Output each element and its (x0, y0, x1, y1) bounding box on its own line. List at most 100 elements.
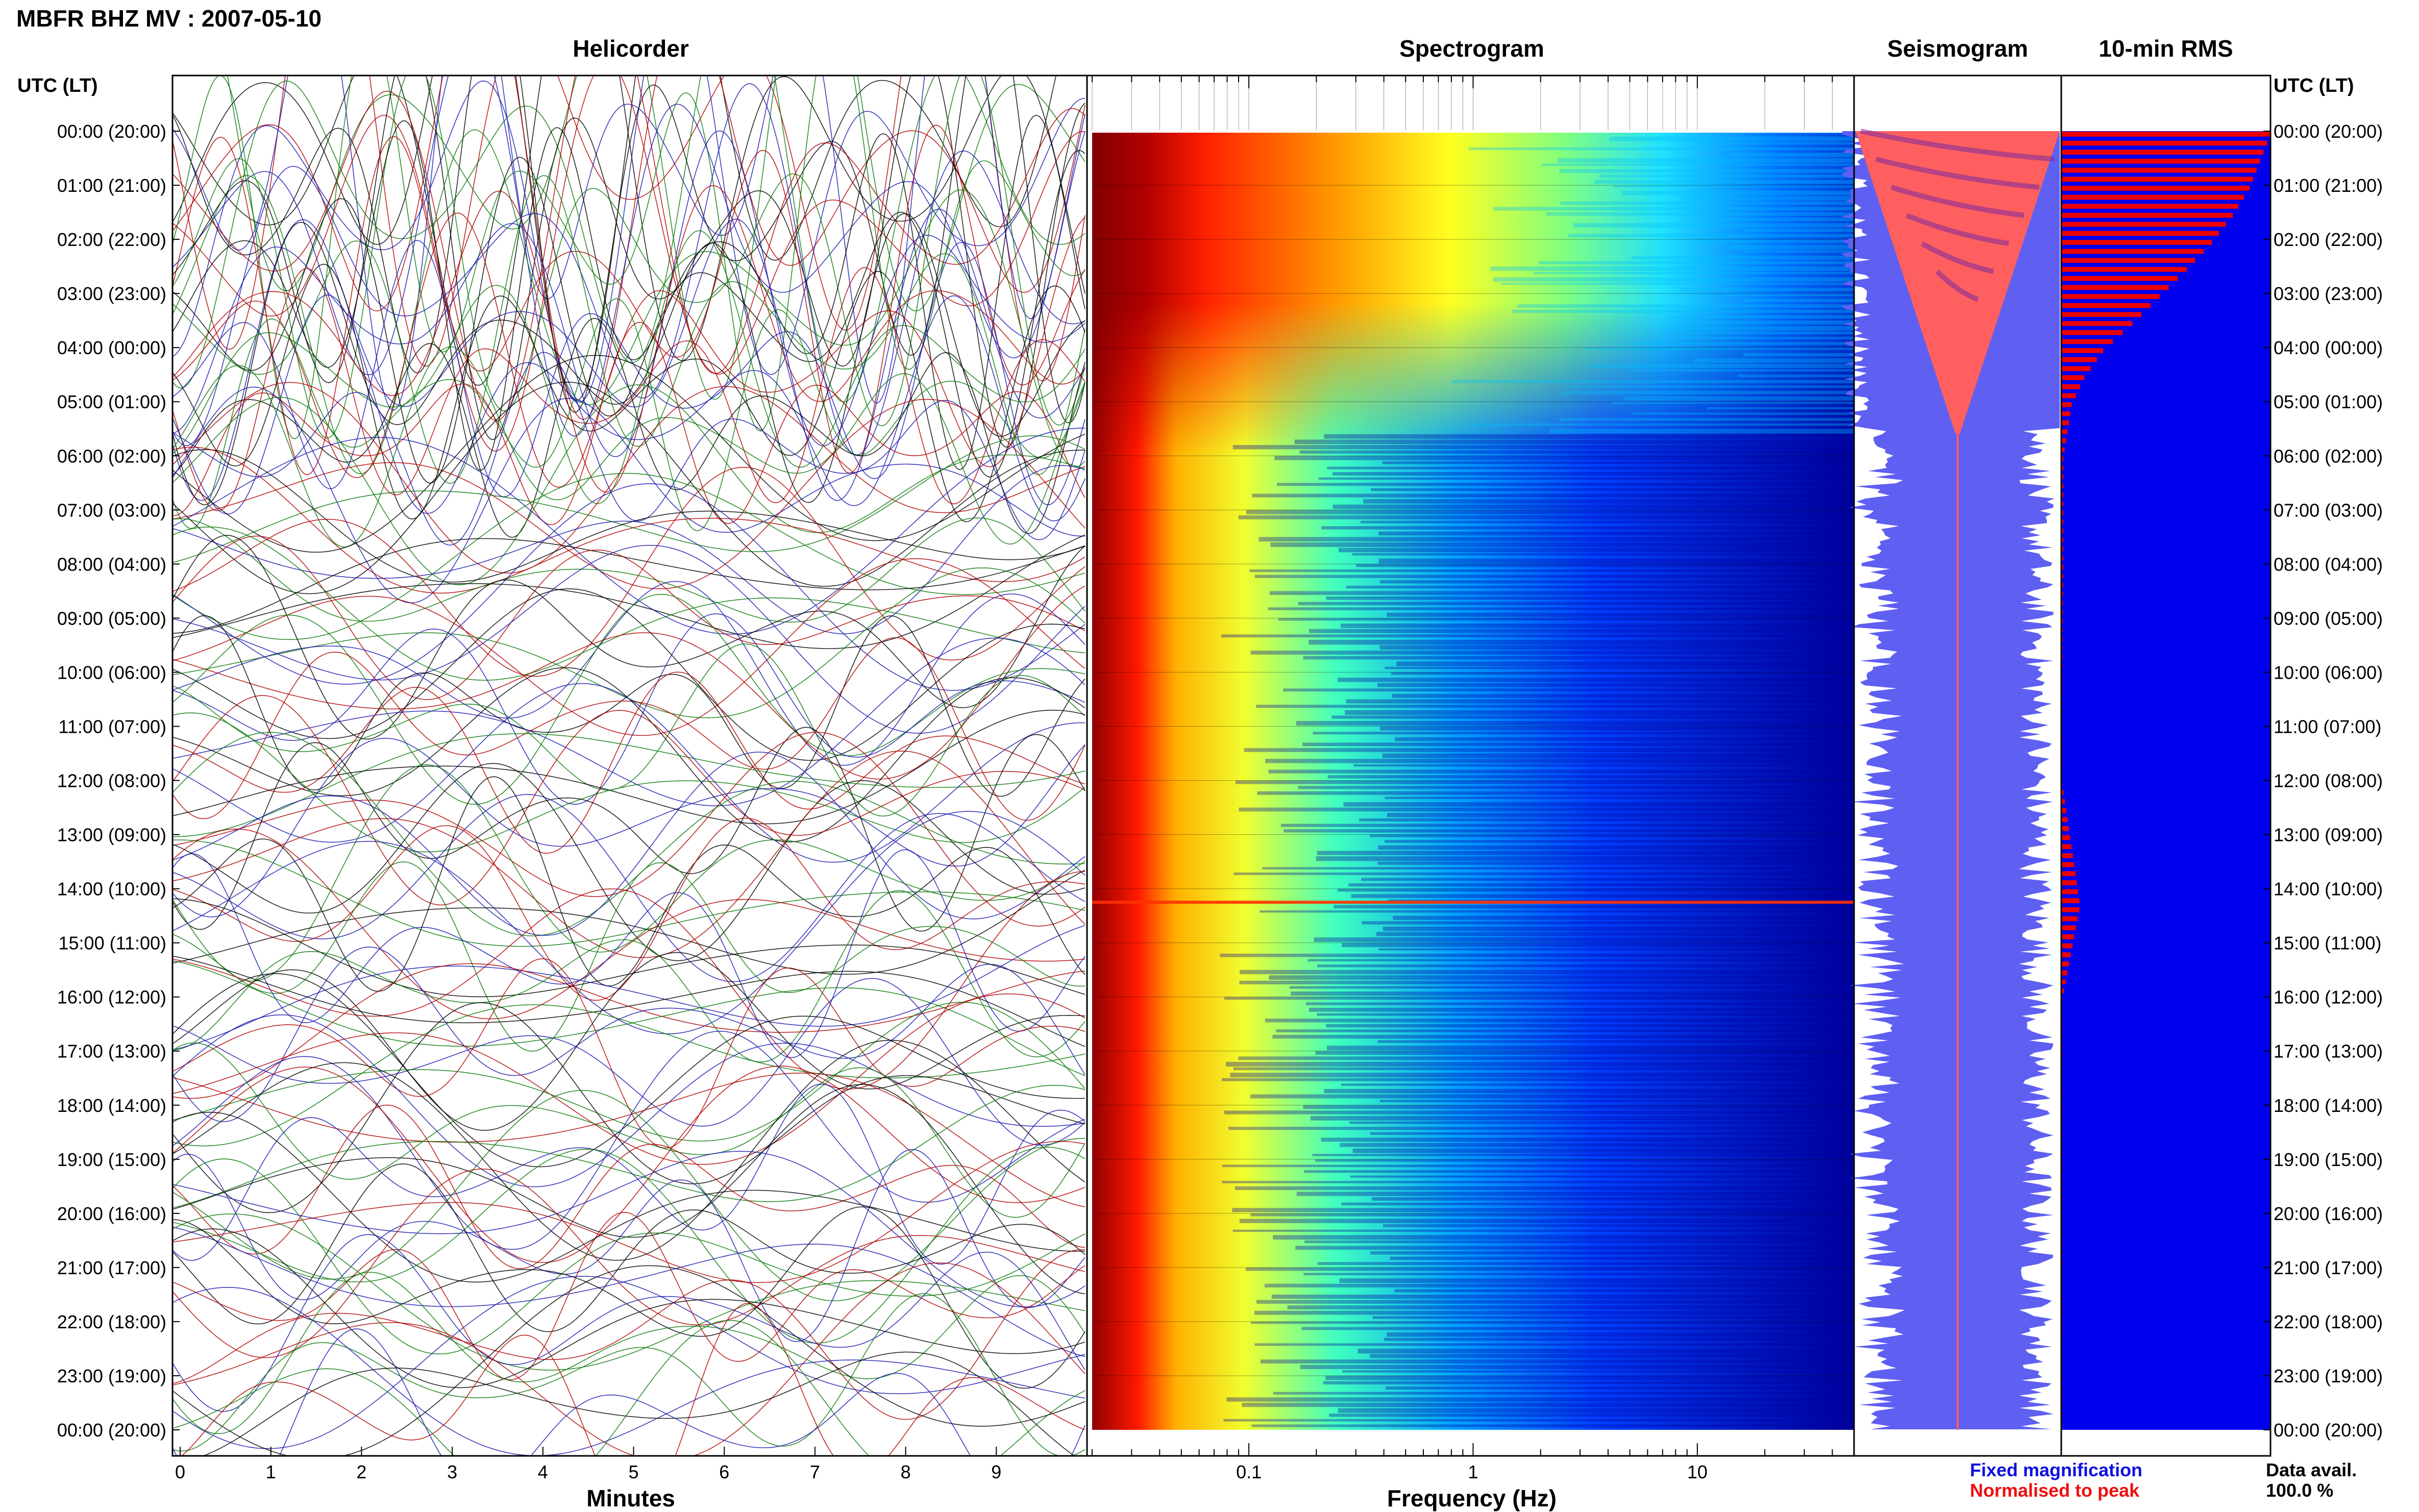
spectrogram-band (1235, 1186, 1854, 1191)
spectrogram-band (1731, 153, 1854, 157)
time-tick-label: 12:00 (08:00) (2274, 771, 2383, 791)
rms-bar (2061, 853, 2073, 858)
helicorder-trace (172, 683, 1085, 863)
time-tick-label: 21:00 (17:00) (57, 1257, 166, 1278)
spectrogram-band (1296, 721, 1854, 726)
spectrogram-band (1270, 542, 1854, 547)
rms-bar (2061, 294, 2160, 299)
spectrogram-band (1287, 1305, 1854, 1309)
spectrogram-band (1269, 591, 1854, 595)
time-tick-label: 14:00 (10:00) (57, 879, 166, 900)
spectrogram-band (1493, 277, 1854, 282)
helicorder-trace (172, 973, 1085, 1168)
spectrogram-band (1385, 1386, 1854, 1390)
helicorder-trace (172, 473, 1085, 640)
helicorder-trace (172, 993, 1085, 1165)
rms-bar (2061, 204, 2239, 209)
time-tick-label: 09:00 (05:00) (2274, 608, 2383, 629)
spectrogram-band (1372, 1316, 1854, 1319)
spectrogram-band (1730, 244, 1854, 250)
spectrogram-band (1632, 255, 1854, 260)
helicorder-trace (172, 1083, 1085, 1265)
rms-bar (2061, 844, 2072, 849)
helicorder-trace (172, 1030, 1085, 1250)
spectrogram-band (1676, 320, 1854, 325)
helicorder-trace (172, 593, 1085, 805)
spectrogram-band (1323, 1381, 1854, 1385)
rms-bar (2061, 790, 2064, 795)
spectrogram-band (1316, 856, 1854, 861)
helicorder-trace (172, 1004, 1085, 1147)
helicorder-trace (172, 1149, 1085, 1342)
rms-bar (2061, 862, 2075, 867)
rms-bar (2061, 817, 2068, 822)
time-tick-label: 04:00 (00:00) (2274, 337, 2383, 358)
spectrogram-band (1239, 1219, 1854, 1223)
helicorder-trace (172, 538, 1085, 634)
time-tick-label: 19:00 (15:00) (57, 1149, 166, 1170)
time-tick-label: 18:00 (14:00) (57, 1095, 166, 1116)
spectrogram-band (1236, 780, 1854, 784)
rms-bar (2061, 934, 2075, 939)
spectrogram-band (1314, 937, 1854, 942)
rms-bar (2061, 510, 2064, 516)
spectrogram-band (1309, 629, 1854, 633)
spectrogram-band (1326, 1024, 1854, 1028)
spectrogram-band (1377, 1040, 1854, 1043)
helicorder-trace (172, 544, 1085, 734)
rms-bar (2061, 474, 2064, 480)
spectrogram-band (1256, 1300, 1854, 1304)
helicorder-trace (172, 1014, 1085, 1187)
seismogram-fixed-overlap (1890, 185, 2025, 218)
spectrogram-band (1676, 336, 1854, 339)
spectrogram-band (1309, 639, 1854, 645)
time-tick-label: 20:00 (16:00) (2274, 1203, 2383, 1224)
spectrogram-band (1310, 1116, 1854, 1121)
spectrogram-band (1392, 693, 1854, 698)
spectrogram-band (1696, 217, 1854, 221)
rms-bar (2061, 970, 2068, 976)
helicorder-trace (172, 1286, 1085, 1456)
helicorder-trace (172, 76, 1085, 411)
helicorder-trace (172, 267, 1085, 511)
helicorder-trace (172, 208, 1085, 501)
spectrogram-band (1238, 515, 1854, 519)
rms-bar (2061, 835, 2070, 840)
spectrogram-band (1559, 418, 1854, 422)
rms-bar (2061, 330, 2123, 335)
helicorder-minute-ticks: 0 1 2 3 4 5 6 7 8 9 (175, 1447, 1001, 1482)
spectrogram-band (1238, 1056, 1854, 1060)
spectrogram-band (1383, 1224, 1854, 1227)
spectrogram-band (1321, 1137, 1854, 1142)
rms-bar (2061, 601, 2063, 606)
spectrogram-band (1383, 926, 1854, 931)
spectrogram-band (1326, 596, 1854, 600)
time-tick-label: 20:00 (16:00) (57, 1203, 166, 1224)
spectrogram-band (1669, 315, 1854, 319)
spectrogram-band (1387, 1332, 1854, 1337)
helicorder-trace (172, 1320, 1085, 1456)
spectrogram-band (1326, 1046, 1854, 1051)
helicorder-trace (172, 125, 1085, 476)
rms-bar (2061, 907, 2080, 912)
helicorder-trace (172, 1328, 1085, 1456)
spectrogram-band (1378, 531, 1854, 536)
rms-bar (2061, 366, 2091, 371)
spectrogram-band (1317, 1013, 1854, 1016)
spectrogram-band (1230, 1073, 1854, 1078)
spectrogram-frequency-ticks: 0.1 1 10 (1092, 76, 1855, 1482)
rms-bar (2061, 574, 2063, 579)
helicorder-trace (172, 817, 1085, 1001)
helicorder-trace (172, 76, 1085, 382)
spectrogram-band (1385, 797, 1854, 799)
minute-tick-label: 7 (810, 1461, 820, 1482)
time-tick-label: 00:00 (20:00) (2274, 1420, 2383, 1441)
spectrogram-band (1744, 250, 1854, 253)
spectrogram-band (1361, 878, 1854, 881)
helicorder-trace (172, 839, 1085, 947)
rms-panel (2061, 76, 2270, 1456)
helicorder-trace (172, 294, 1085, 522)
spectrogram-band (1737, 375, 1854, 378)
helicorder-trace (172, 114, 1085, 471)
rms-bar (2061, 167, 2257, 173)
